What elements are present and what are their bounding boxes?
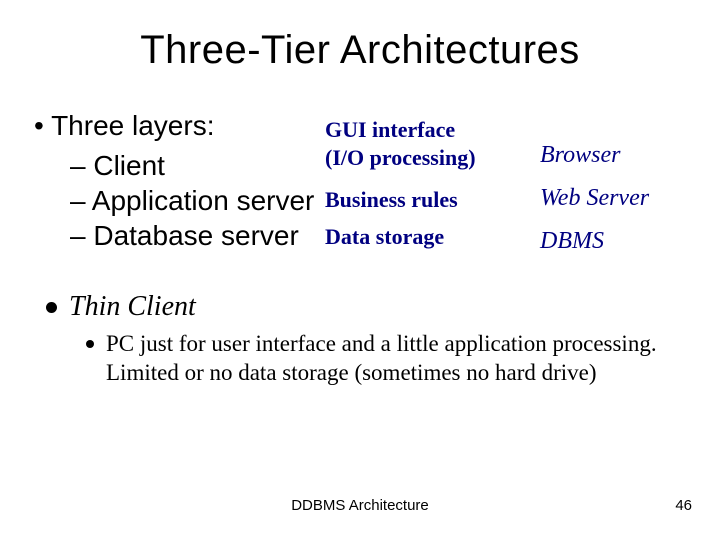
desc-io-processing: (I/O processing) (325, 145, 476, 171)
sub-bullet-client: – Client (70, 150, 165, 182)
slide-title: Three-Tier Architectures (0, 28, 720, 73)
thin-client-desc-row: PC just for user interface and a little … (86, 330, 676, 388)
footer-title: DDBMS Architecture (0, 497, 720, 514)
bullet-three-layers: • Three layers: (34, 110, 214, 142)
desc-gui-interface: GUI interface (325, 117, 455, 143)
bullet-thin-client: Thin Client (46, 291, 196, 323)
desc-business-rules: Business rules (325, 187, 458, 213)
thin-client-label: Thin Client (69, 291, 196, 323)
slide: Three-Tier Architectures • Three layers:… (0, 0, 720, 540)
sub-bullet-app-server: – Application server (70, 185, 314, 217)
thin-client-description: PC just for user interface and a little … (106, 330, 676, 388)
bullet-disc-small-icon (86, 340, 94, 348)
desc-data-storage: Data storage (325, 224, 444, 250)
example-web-server: Web Server (540, 185, 649, 212)
example-dbms: DBMS (540, 228, 604, 255)
bullet-disc-icon (46, 302, 57, 313)
page-number: 46 (675, 497, 692, 514)
sub-bullet-db-server: – Database server (70, 220, 299, 252)
example-browser: Browser (540, 142, 620, 169)
